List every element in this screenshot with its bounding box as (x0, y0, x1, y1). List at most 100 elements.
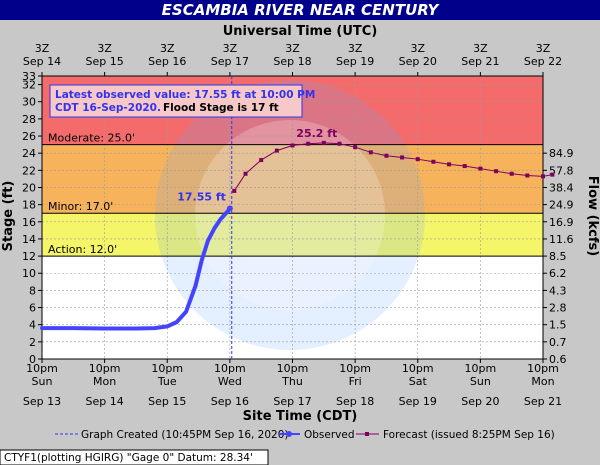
top-tick-z: 3Z (348, 42, 363, 55)
forecast-point (462, 164, 467, 169)
flow-tick-label: 24.9 (549, 199, 574, 212)
x-tick-day: Thu (281, 375, 303, 388)
forecast-point (494, 169, 499, 174)
forecast-point (259, 158, 264, 163)
y-tick-label: 24 (22, 147, 36, 160)
x-tick-day: Mon (531, 375, 554, 388)
y-tick-label: 2 (29, 336, 36, 349)
threshold-label-moderate: Moderate: 25.0' (48, 132, 135, 145)
forecast-point (384, 153, 389, 158)
forecast-point (541, 174, 545, 179)
flow-tick-label: 16.9 (549, 216, 574, 229)
x-tick-time: 10pm (465, 362, 497, 375)
y-tick-label: 33 (22, 70, 36, 83)
observed-value-label: 17.55 ft (177, 190, 226, 203)
x-tick-day: Mon (93, 375, 116, 388)
legend-observed-marker (286, 431, 292, 437)
top-tick-z: 3Z (410, 42, 425, 55)
top-tick-date: Sep 16 (148, 55, 186, 68)
y-tick-label: 26 (22, 130, 36, 143)
y-tick-label: 12 (22, 250, 36, 263)
x-tick-time: 10pm (89, 362, 121, 375)
footer-box (0, 449, 269, 465)
top-tick-date: Sep 17 (211, 55, 249, 68)
x-tick-date: Sep 20 (461, 395, 499, 408)
x-tick-date: Sep 13 (23, 395, 61, 408)
x-tick-day: Fri (349, 375, 362, 388)
x-tick-day: Wed (218, 375, 242, 388)
top-tick-date: Sep 15 (86, 55, 124, 68)
x-tick-day: Tue (157, 375, 177, 388)
x-tick-time: 10pm (402, 362, 434, 375)
top-tick-date: Sep 19 (336, 55, 374, 68)
forecast-point (243, 171, 248, 176)
top-tick-z: 3Z (536, 42, 551, 55)
top-tick-date: Sep 21 (461, 55, 499, 68)
info-box: Latest observed value: 17.55 ft at 10:00… (49, 84, 315, 118)
chart-title: ESCAMBIA RIVER NEAR CENTURY (162, 1, 441, 19)
observed-series-line (40, 206, 232, 331)
flow-tick-label: 1.5 (549, 319, 567, 332)
title-bar (0, 0, 600, 20)
forecast-point (509, 171, 514, 176)
forecast-point (337, 141, 342, 146)
x-tick-day: Sun (470, 375, 491, 388)
right-axis-title: Flow (kcfs) (585, 176, 600, 256)
y-tick-label: 18 (22, 199, 36, 212)
forecast-peak-label: 25.2 ft (296, 127, 337, 140)
top-tick-z: 3Z (160, 42, 175, 55)
footer-datum: CTYF1(plotting HGIRG) "Gage 0" Datum: 28… (4, 452, 253, 464)
forecast-point (400, 155, 405, 160)
flow-tick-label: 8.5 (549, 250, 567, 263)
x-tick-time: 10pm (214, 362, 246, 375)
flow-tick-label: 38.4 (549, 181, 574, 194)
y-tick-label: 0 (29, 353, 36, 366)
y-tick-label: 14 (22, 233, 36, 246)
y-tick-label: 20 (22, 181, 36, 194)
legend: Graph Created (10:45PM Sep 16, 2020) Obs… (55, 429, 555, 441)
y-tick-label: 6 (29, 302, 36, 315)
forecast-point (306, 141, 311, 146)
forecast-point (232, 188, 237, 193)
observed-last-point (226, 205, 233, 212)
flow-tick-label: 0.7 (549, 336, 567, 349)
flow-tick-label: 84.9 (549, 147, 574, 160)
legend-observed: Observed (304, 429, 355, 441)
y-tick-label: 4 (29, 319, 36, 332)
top-tick-date: Sep 18 (273, 55, 311, 68)
top-tick-date: Sep 14 (23, 55, 61, 68)
forecast-point (431, 159, 436, 164)
forecast-point (525, 173, 530, 178)
top-tick-z: 3Z (97, 42, 112, 55)
y-tick-label: 10 (22, 267, 36, 280)
noaa-watermark-center (195, 120, 385, 310)
x-tick-time: 10pm (339, 362, 371, 375)
top-tick-z: 3Z (223, 42, 238, 55)
top-tick-z: 3Z (285, 42, 300, 55)
threshold-label-minor: Minor: 17.0' (48, 200, 113, 213)
forecast-point (478, 166, 483, 171)
x-tick-date: Sep 19 (399, 395, 437, 408)
left-axis-title: Stage (ft) (1, 181, 16, 252)
legend-created: Graph Created (10:45PM Sep 16, 2020) (81, 429, 289, 441)
flow-tick-label: 57.8 (549, 164, 574, 177)
top-tick-date: Sep 22 (524, 55, 562, 68)
x-tick-day: Sun (32, 375, 53, 388)
flow-tick-label: 2.8 (549, 302, 567, 315)
flow-tick-label: 4.3 (549, 284, 567, 297)
x-tick-date: Sep 15 (148, 395, 186, 408)
x-tick-date: Sep 21 (524, 395, 562, 408)
flow-tick-label: 0.6 (549, 353, 567, 366)
forecast-point (447, 162, 452, 167)
info-line-2b: Flood Stage is 17 ft (163, 102, 279, 114)
info-line-2: CDT 16-Sep-2020. (55, 102, 161, 114)
x-tick-time: 10pm (527, 362, 559, 375)
forecast-point (415, 157, 420, 162)
forecast-point (368, 150, 373, 155)
y-tick-label: 28 (22, 113, 36, 126)
forecast-point (550, 172, 555, 177)
forecast-point (290, 143, 295, 148)
y-tick-label: 30 (22, 96, 36, 109)
